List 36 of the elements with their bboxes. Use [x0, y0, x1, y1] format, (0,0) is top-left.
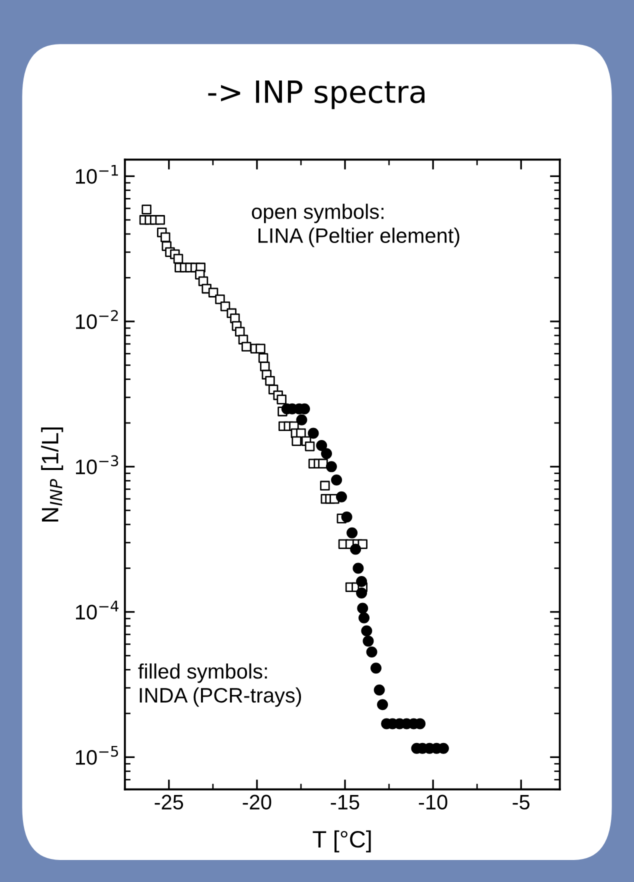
point	[374, 684, 385, 696]
x-tick-label: -10	[418, 794, 448, 810]
point	[336, 491, 347, 502]
point	[357, 602, 368, 614]
x-axis-title: T [°C]	[312, 830, 371, 852]
annotation: open symbols: LINA (Peltier element)	[252, 204, 460, 248]
annotation: filled symbols: INDA (PCR-trays)	[138, 663, 302, 707]
point	[356, 576, 368, 587]
point	[341, 512, 352, 523]
x-tick-label: -15	[330, 795, 360, 810]
point	[316, 440, 328, 451]
point	[308, 428, 319, 439]
y-tick-label: 10$^{−5}$	[76, 746, 118, 765]
chart-title: -> INP spectra	[208, 80, 424, 110]
x-tick-label: -25	[154, 794, 184, 810]
point	[370, 662, 382, 674]
point	[366, 646, 378, 658]
point	[352, 562, 364, 574]
y-tick-label: 10$^{−3}$	[76, 455, 118, 474]
point	[361, 625, 372, 636]
point	[326, 461, 337, 472]
point	[377, 699, 388, 710]
point	[362, 636, 374, 647]
point	[356, 587, 368, 598]
y-tick-label: 10$^{−4}$	[76, 600, 118, 620]
point	[296, 414, 308, 426]
y-tick-label: 10$^{−2}$	[76, 310, 118, 330]
y-axis-title: N$_{INP}$ [1/L]	[41, 427, 64, 522]
x-tick-label: -20	[242, 794, 272, 810]
point	[321, 448, 332, 460]
x-tick-label: -5	[512, 795, 530, 810]
point	[350, 544, 362, 555]
y-tick-label: 10$^{−1}$	[76, 164, 118, 184]
point	[358, 612, 370, 624]
point	[331, 474, 342, 486]
point	[346, 527, 358, 538]
